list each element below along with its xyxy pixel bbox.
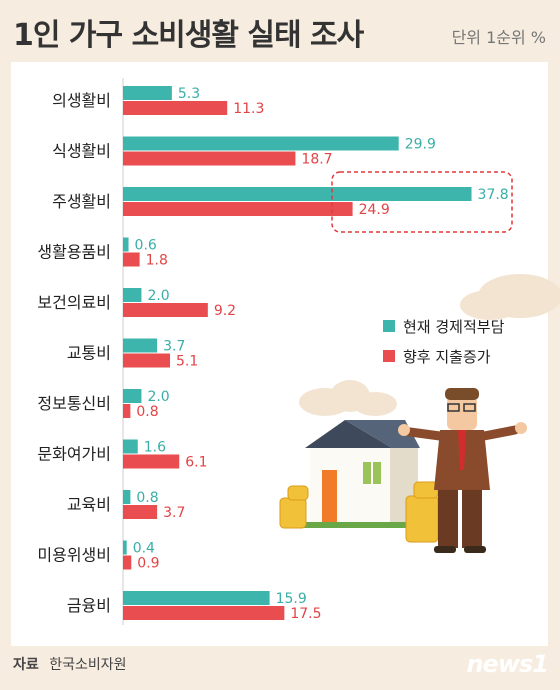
value-label-current: 0.6 bbox=[135, 238, 157, 254]
bar-future bbox=[123, 353, 171, 368]
cloud-decoration bbox=[299, 274, 560, 416]
value-label-future: 9.2 bbox=[214, 303, 236, 319]
value-label-future: 0.9 bbox=[137, 556, 159, 572]
category-label: 보건의료비 bbox=[37, 293, 111, 312]
legend-swatch-current bbox=[383, 320, 395, 332]
category-label: 문화여가비 bbox=[37, 445, 111, 464]
category-label: 교육비 bbox=[67, 495, 111, 514]
value-label-current: 2.0 bbox=[147, 389, 169, 405]
value-label-future: 24.9 bbox=[359, 202, 390, 218]
bar-current bbox=[123, 490, 131, 504]
bar-current bbox=[123, 86, 172, 100]
bars-group bbox=[123, 86, 472, 620]
value-label-current: 15.9 bbox=[276, 591, 307, 607]
legend-swatch-future bbox=[383, 350, 395, 362]
category-label: 식생활비 bbox=[52, 142, 111, 161]
man-illustration bbox=[398, 388, 527, 553]
bar-future bbox=[123, 404, 131, 418]
value-label-current: 37.8 bbox=[478, 187, 509, 203]
unit-label: 단위 1순위 % bbox=[451, 28, 546, 47]
value-label-current: 3.7 bbox=[163, 339, 185, 355]
value-label-future: 11.3 bbox=[233, 101, 264, 117]
value-labels: 5.311.329.918.737.824.90.61.82.09.23.75.… bbox=[133, 86, 509, 622]
bar-future bbox=[123, 101, 228, 115]
bar-current bbox=[123, 187, 472, 201]
value-label-current: 29.9 bbox=[405, 137, 436, 153]
value-label-future: 18.7 bbox=[301, 152, 332, 168]
source-value: 한국소비자원 bbox=[49, 657, 127, 673]
legend-label-future: 향후 지출증가 bbox=[403, 348, 491, 366]
highlight-box bbox=[331, 171, 513, 233]
bar-future bbox=[123, 151, 296, 166]
category-label: 생활용품비 bbox=[37, 243, 111, 262]
value-label-future: 1.8 bbox=[146, 253, 168, 269]
value-label-future: 3.7 bbox=[163, 505, 185, 521]
value-label-future: 17.5 bbox=[290, 606, 321, 622]
page-title: 1인 가구 소비생활 실태 조사 bbox=[13, 18, 364, 53]
value-label-current: 2.0 bbox=[147, 288, 169, 304]
bar-current bbox=[123, 288, 142, 302]
bar-current bbox=[123, 540, 127, 555]
value-label-future: 5.1 bbox=[176, 354, 198, 370]
value-label-current: 0.4 bbox=[133, 541, 155, 557]
value-label-current: 0.8 bbox=[136, 490, 158, 506]
source-label: 자료 bbox=[13, 657, 39, 673]
value-label-current: 1.6 bbox=[144, 440, 166, 456]
value-label-current: 5.3 bbox=[178, 86, 200, 102]
category-label: 금융비 bbox=[67, 596, 111, 615]
bar-current bbox=[123, 591, 270, 605]
bar-current bbox=[123, 338, 158, 353]
category-label: 의생활비 bbox=[52, 91, 111, 110]
category-label: 정보통신비 bbox=[37, 394, 111, 413]
category-label: 미용위생비 bbox=[37, 546, 111, 565]
bar-future bbox=[123, 303, 208, 317]
bar-current bbox=[123, 439, 138, 454]
bar-future bbox=[123, 555, 132, 570]
category-label: 교통비 bbox=[67, 344, 111, 363]
legend: 현재 경제적부담 향후 지출증가 bbox=[383, 318, 505, 366]
bar-future bbox=[123, 252, 140, 267]
house-illustration bbox=[298, 420, 420, 528]
category-label: 주생활비 bbox=[52, 192, 111, 211]
news1-logo: news1 bbox=[466, 650, 549, 678]
bar-future bbox=[123, 606, 285, 620]
bar-current bbox=[123, 136, 399, 151]
bar-current bbox=[123, 389, 142, 403]
bar-future bbox=[123, 202, 353, 216]
legend-label-current: 현재 경제적부담 bbox=[403, 318, 505, 336]
value-label-future: 6.1 bbox=[185, 455, 207, 471]
category-labels: 의생활비식생활비주생활비생활용품비보건의료비교통비정보통신비문화여가비교육비미용… bbox=[37, 91, 111, 615]
value-label-future: 0.8 bbox=[136, 404, 158, 420]
bar-future bbox=[123, 454, 180, 469]
bar-current bbox=[123, 237, 129, 252]
source-line: 자료 한국소비자원 bbox=[13, 654, 127, 674]
bar-future bbox=[123, 505, 158, 519]
